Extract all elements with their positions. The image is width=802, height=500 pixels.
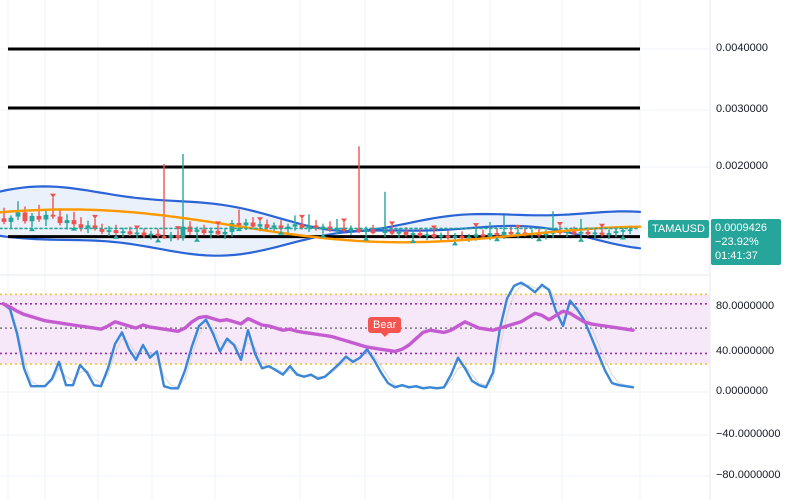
moving-average-line	[0, 208, 642, 244]
price-badge[interactable]: 0.0009426 −23.92% 01:41:37	[711, 219, 781, 265]
oscillator-axis-label-0: 80.0000000	[716, 300, 775, 312]
signal-triangle-group	[29, 193, 626, 246]
oscillator-axis-label-2: 0.0000000	[716, 385, 768, 397]
oscillator-zone-fill	[0, 294, 710, 365]
change-percent: −23.92%	[715, 236, 759, 248]
stochastic-k-line	[1, 281, 635, 390]
price-axis-label-2: 0.0020000	[716, 160, 768, 172]
grid-lines	[0, 0, 711, 500]
oscillator-axis-label-1: 40.0000000	[716, 345, 775, 357]
oscillator-axis-label-4: −80.0000000	[716, 469, 781, 481]
bear-signal-marker[interactable]: Bear	[368, 317, 402, 337]
bollinger-band-fill	[0, 186, 640, 256]
momentum-purple-line	[1, 302, 635, 354]
price-axis-label-0: 0.0040000	[716, 42, 768, 54]
oscillator-axis-label-3: −40.0000000	[716, 428, 781, 440]
bar-countdown: 01:41:37	[715, 250, 758, 262]
last-price: 0.0009426	[715, 222, 767, 234]
stochastic-shadow-line	[2, 284, 634, 388]
price-axis-label-1: 0.0030000	[716, 103, 768, 115]
symbol-tag[interactable]: TAMAUSD	[648, 220, 709, 238]
